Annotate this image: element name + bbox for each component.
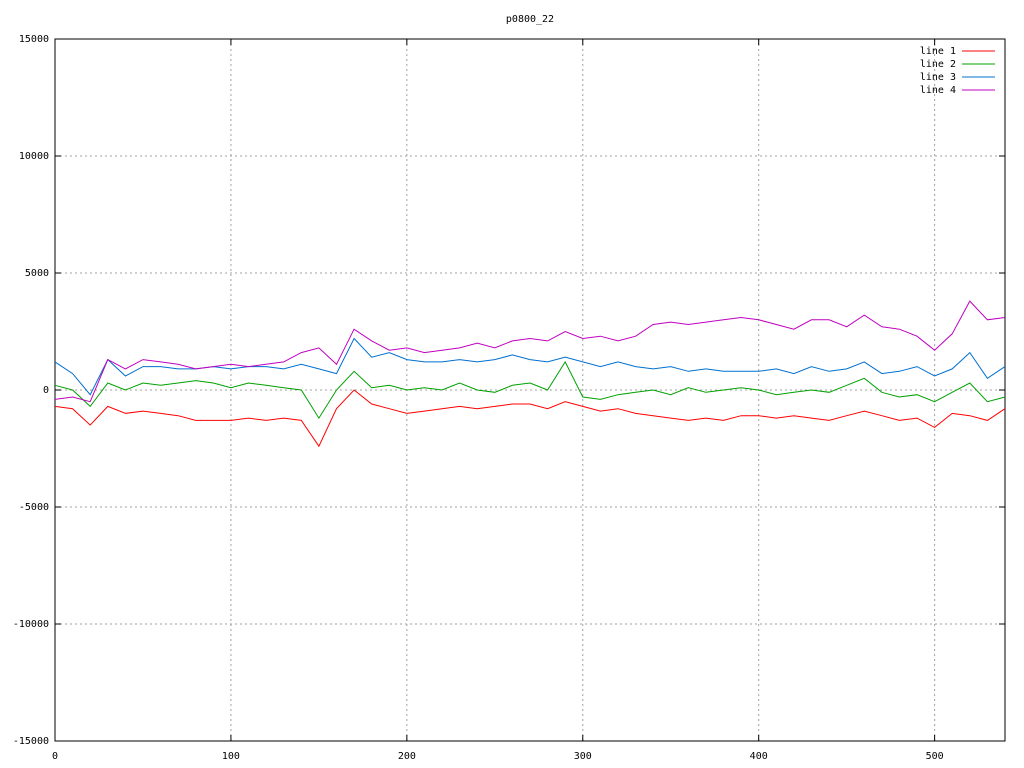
y-tick-label: 15000 [19, 34, 49, 45]
y-tick-label: 0 [43, 385, 49, 396]
plot-border [54, 38, 1006, 742]
data-line [54, 389, 1006, 448]
y-tick-label: 5000 [25, 268, 49, 279]
legend-label: line 1 [920, 46, 956, 57]
x-tick-label: 300 [574, 751, 592, 762]
data-line [54, 360, 1006, 420]
x-tick-label: 400 [750, 751, 768, 762]
legend-label: line 3 [920, 72, 956, 83]
y-tick-label: -15000 [13, 736, 49, 747]
x-tick-label: 200 [398, 751, 416, 762]
y-tick-label: -10000 [13, 619, 49, 630]
y-tick-label: -5000 [19, 502, 49, 513]
y-tick-label: 10000 [19, 151, 49, 162]
x-tick-label: 100 [222, 751, 240, 762]
chart-title: p0800_22 [506, 14, 554, 25]
legend-label: line 2 [920, 59, 956, 70]
x-tick-label: 0 [52, 751, 58, 762]
legend-label: line 4 [920, 85, 956, 96]
x-tick-label: 500 [926, 751, 944, 762]
data-line [54, 300, 1006, 403]
